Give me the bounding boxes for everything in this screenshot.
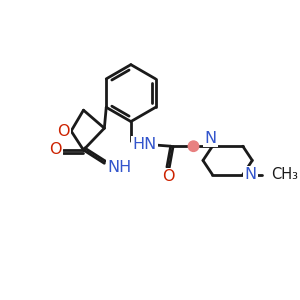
Circle shape bbox=[188, 141, 199, 152]
Text: NH: NH bbox=[107, 160, 132, 175]
Text: N: N bbox=[244, 167, 256, 182]
Text: CH₃: CH₃ bbox=[271, 167, 298, 182]
Text: O: O bbox=[57, 124, 70, 139]
Text: O: O bbox=[49, 142, 61, 158]
Text: O: O bbox=[163, 169, 175, 184]
Text: N: N bbox=[205, 131, 217, 146]
Text: HN: HN bbox=[132, 137, 156, 152]
